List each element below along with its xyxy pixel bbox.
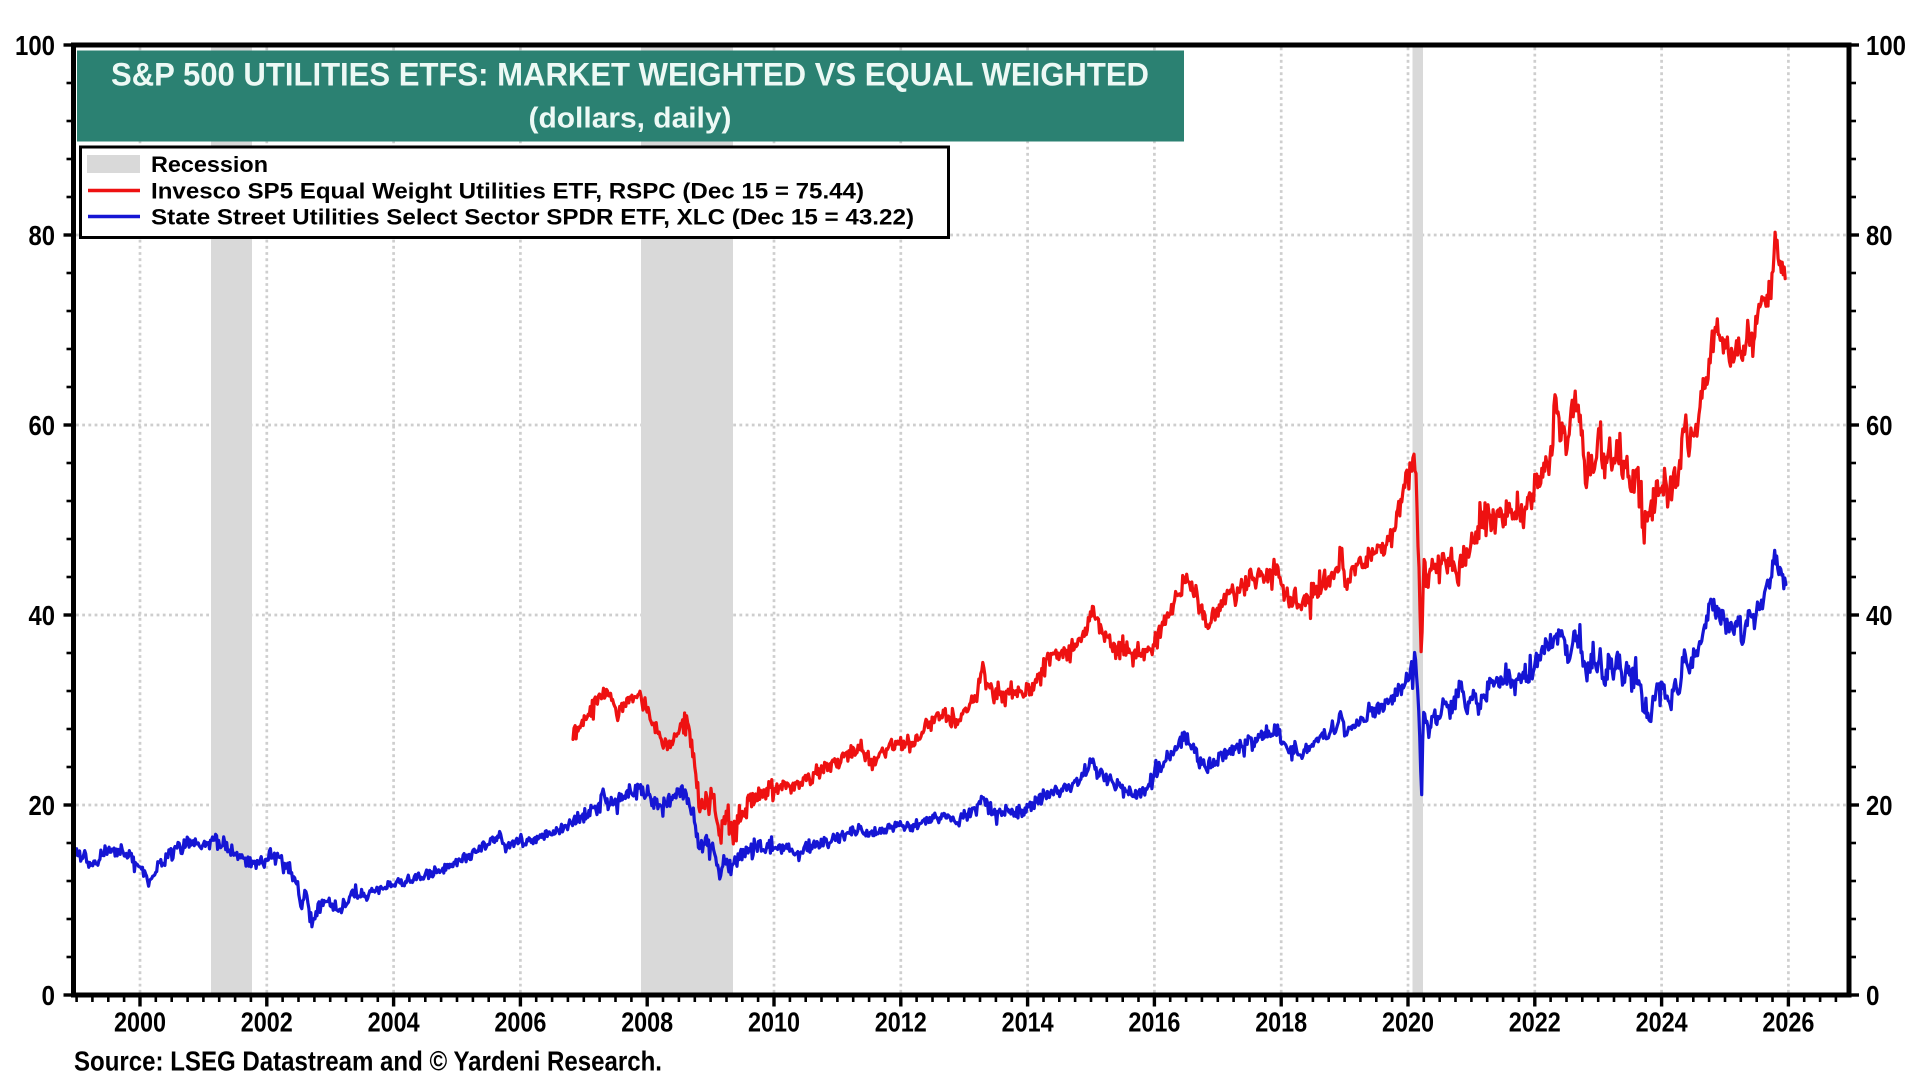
svg-text:Recession: Recession bbox=[151, 152, 268, 177]
svg-text:2026: 2026 bbox=[1762, 1007, 1814, 1038]
svg-text:100: 100 bbox=[15, 30, 55, 61]
svg-text:State Street Utilities Select: State Street Utilities Select Sector SPD… bbox=[151, 204, 914, 229]
svg-text:S&P 500 UTILITIES ETFS: MARKET: S&P 500 UTILITIES ETFS: MARKET WEIGHTED … bbox=[111, 57, 1149, 93]
svg-text:60: 60 bbox=[29, 410, 56, 441]
svg-text:80: 80 bbox=[1866, 220, 1893, 251]
svg-text:2004: 2004 bbox=[368, 1007, 421, 1038]
svg-text:2020: 2020 bbox=[1382, 1007, 1434, 1038]
svg-text:2010: 2010 bbox=[748, 1007, 800, 1038]
svg-text:Invesco SP5 Equal Weight Utili: Invesco SP5 Equal Weight Utilities ETF, … bbox=[151, 178, 864, 203]
svg-text:2006: 2006 bbox=[494, 1007, 546, 1038]
svg-text:60: 60 bbox=[1866, 410, 1893, 441]
svg-text:(dollars, daily): (dollars, daily) bbox=[529, 103, 732, 135]
svg-text:2018: 2018 bbox=[1255, 1007, 1307, 1038]
svg-text:2000: 2000 bbox=[114, 1007, 166, 1038]
svg-text:20: 20 bbox=[29, 790, 56, 821]
svg-text:2022: 2022 bbox=[1509, 1007, 1561, 1038]
svg-text:2014: 2014 bbox=[1002, 1007, 1055, 1038]
svg-text:0: 0 bbox=[1866, 980, 1880, 1011]
svg-text:100: 100 bbox=[1866, 30, 1906, 61]
svg-text:80: 80 bbox=[29, 220, 56, 251]
svg-text:2002: 2002 bbox=[241, 1007, 293, 1038]
svg-text:2016: 2016 bbox=[1128, 1007, 1180, 1038]
svg-text:2008: 2008 bbox=[621, 1007, 673, 1038]
svg-text:Source: LSEG Datastream and ©: Source: LSEG Datastream and © Yardeni Re… bbox=[74, 1046, 662, 1077]
svg-text:40: 40 bbox=[29, 600, 56, 631]
svg-text:20: 20 bbox=[1866, 790, 1893, 821]
svg-text:40: 40 bbox=[1866, 600, 1893, 631]
svg-text:2012: 2012 bbox=[875, 1007, 927, 1038]
svg-text:0: 0 bbox=[42, 980, 56, 1011]
svg-text:2024: 2024 bbox=[1636, 1007, 1689, 1038]
